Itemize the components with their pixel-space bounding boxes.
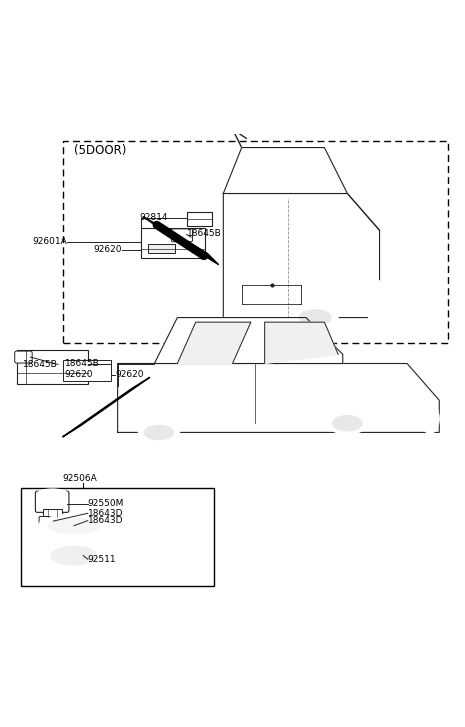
Bar (140, 228, 205, 258)
Ellipse shape (33, 540, 134, 571)
Bar (186, 212, 212, 225)
Polygon shape (143, 217, 219, 265)
Text: 18645B: 18645B (23, 360, 58, 369)
Text: 92550M: 92550M (88, 499, 124, 508)
Text: 92814: 92814 (140, 213, 168, 222)
Text: 92511: 92511 (88, 555, 116, 563)
Bar (62, 140, 448, 343)
Polygon shape (154, 318, 343, 364)
Text: 18643D: 18643D (88, 516, 123, 525)
Ellipse shape (144, 425, 174, 440)
Ellipse shape (39, 514, 110, 537)
Bar (43, 509, 61, 518)
FancyBboxPatch shape (39, 516, 55, 526)
Bar (21, 488, 214, 587)
Text: 18645B: 18645B (65, 359, 100, 369)
FancyBboxPatch shape (15, 351, 32, 363)
Ellipse shape (292, 306, 338, 329)
Ellipse shape (51, 546, 97, 565)
Polygon shape (118, 364, 439, 433)
Bar (147, 244, 175, 253)
FancyBboxPatch shape (35, 491, 69, 513)
Text: 18643D: 18643D (88, 509, 123, 518)
Text: 18645B: 18645B (186, 228, 221, 238)
Text: 92620: 92620 (94, 245, 122, 254)
Ellipse shape (366, 281, 393, 326)
Text: 92620: 92620 (115, 370, 144, 379)
Text: (5DOOR): (5DOOR) (74, 145, 126, 157)
Bar (62, 360, 111, 381)
Polygon shape (223, 193, 379, 318)
Ellipse shape (327, 412, 368, 434)
Text: 92620: 92620 (65, 370, 93, 379)
Polygon shape (223, 148, 347, 193)
Ellipse shape (299, 310, 331, 326)
Polygon shape (177, 322, 251, 364)
Ellipse shape (47, 518, 100, 534)
Polygon shape (62, 377, 150, 437)
Ellipse shape (138, 422, 179, 443)
Ellipse shape (23, 536, 143, 575)
Ellipse shape (421, 403, 439, 433)
Text: 92601A: 92601A (33, 237, 67, 246)
Ellipse shape (332, 415, 362, 431)
Bar (17, 350, 88, 384)
Ellipse shape (38, 489, 67, 497)
Text: 92506A: 92506A (62, 474, 97, 483)
Polygon shape (265, 322, 338, 364)
FancyBboxPatch shape (172, 229, 193, 242)
